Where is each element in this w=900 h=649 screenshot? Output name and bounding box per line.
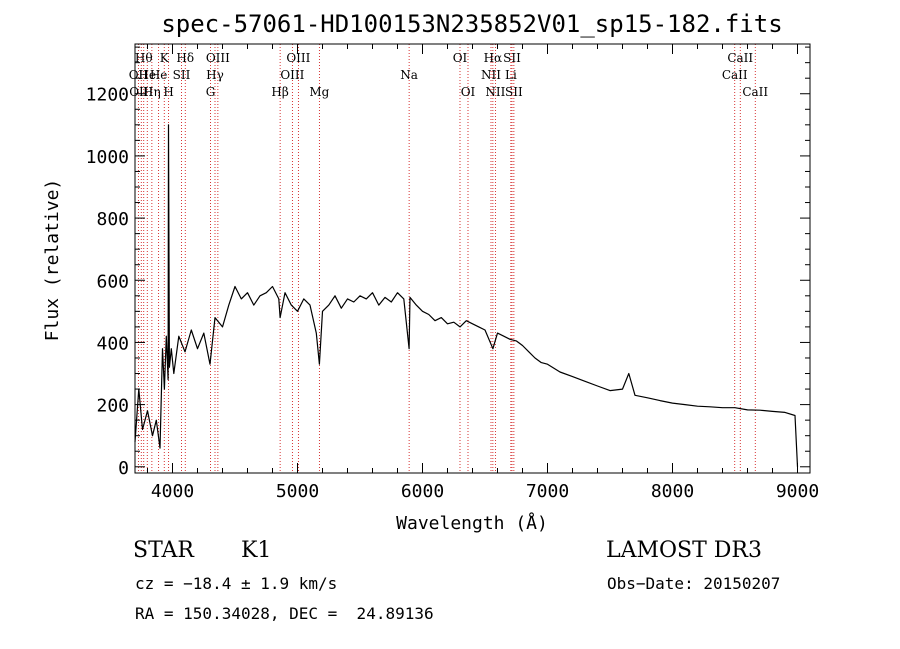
spectral-line-label: SII <box>505 85 523 99</box>
spectral-line-label: OII <box>129 68 149 82</box>
spectral-line-label: CaII <box>727 51 753 65</box>
y-tick-label: 1200 <box>86 85 129 106</box>
spectral-line-label: NII <box>485 85 505 99</box>
spectral-line-label: Na <box>400 68 418 82</box>
x-tick-label: 7000 <box>526 481 569 502</box>
x-tick-label: 4000 <box>151 481 194 502</box>
spectral-line-label: OIII <box>280 68 304 82</box>
spectral-line-label: Li <box>505 68 517 82</box>
y-tick-label: 0 <box>118 458 129 479</box>
y-tick-label: 1000 <box>86 147 129 168</box>
x-tick-label: 8000 <box>651 481 694 502</box>
observation-date: Obs−Date: 20150207 <box>607 574 781 593</box>
spectral-line-label: OI <box>453 51 468 65</box>
y-tick-label: 400 <box>96 333 129 354</box>
x-tick-label: 5000 <box>276 481 319 502</box>
ra-dec-coordinates: RA = 150.34028, DEC = 24.89136 <box>135 604 434 623</box>
y-tick-label: 800 <box>96 209 129 230</box>
redshift-cz: cz = −18.4 ± 1.9 km/s <box>135 574 338 593</box>
spectral-line-label: Hη <box>143 85 161 99</box>
x-tick-label: 9000 <box>776 481 819 502</box>
spectral-line-label: CaII <box>722 68 748 82</box>
spectral-line-label: Mg <box>309 85 329 99</box>
flux-series-line <box>134 124 799 467</box>
spectral-line-label: SII <box>503 51 521 65</box>
plot-frame <box>134 43 811 474</box>
survey-name: LAMOST DR3 <box>606 538 762 563</box>
spectral-line-label: He <box>150 68 168 82</box>
spectral-line-label: He <box>138 68 156 82</box>
y-tick-label: 600 <box>96 271 129 292</box>
chart-title: spec-57061-HD100153N235852V01_sp15-182.f… <box>161 10 782 38</box>
spectral-line-label: OIII <box>206 51 230 65</box>
spectral-line-label: Hα <box>484 51 503 65</box>
x-axis-label: Wavelength (Å) <box>396 512 548 534</box>
spectral-line-label: Hθ <box>135 51 153 65</box>
spectral-line-label: H <box>163 85 173 99</box>
spectral-line-label: OI <box>461 85 476 99</box>
spectral-line-label: CaII <box>742 85 768 99</box>
spectral-line-label: SII <box>173 68 191 82</box>
spectral-line-label: K <box>160 51 170 65</box>
object-type: STAR <box>133 538 194 563</box>
y-tick-label: 200 <box>96 396 129 417</box>
spectral-line-label: Hβ <box>271 85 288 99</box>
spectral-line-label: G <box>206 85 216 99</box>
object-subclass: K1 <box>241 538 272 563</box>
spectral-line-label: OIII <box>286 51 310 65</box>
spectral-line-label: Hγ <box>206 68 224 82</box>
x-tick-label: 6000 <box>401 481 444 502</box>
y-axis-label: Flux (relative) <box>42 179 63 342</box>
spectral-line-label: NII <box>481 68 501 82</box>
spectral-line-label: OIII <box>129 85 153 99</box>
spectral-line-label: Hδ <box>176 51 194 65</box>
